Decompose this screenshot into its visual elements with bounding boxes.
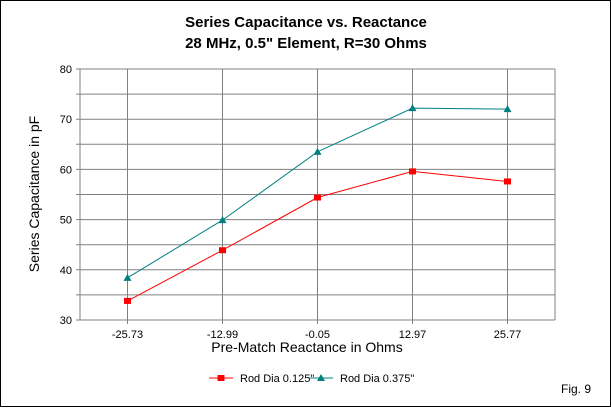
x-tick-label: -0.05 xyxy=(305,329,330,341)
triangle-marker xyxy=(503,105,512,113)
x-tick-label: 12.97 xyxy=(399,329,427,341)
legend: Rod Dia 0.125" Rod Dia 0.375" xyxy=(209,373,414,385)
square-marker xyxy=(314,194,321,201)
x-tick-label: -25.73 xyxy=(112,329,143,341)
y-tick-label: 80 xyxy=(60,64,72,76)
square-marker xyxy=(217,375,225,381)
y-tick-label: 40 xyxy=(60,265,72,277)
figure-annotation: Fig. 9 xyxy=(561,382,591,396)
square-marker xyxy=(409,168,416,175)
x-axis-ticks: -25.73 -12.99 -0.05 12.97 25.77 xyxy=(112,329,521,341)
triangle-marker xyxy=(123,273,132,281)
chart-subtitle: 28 MHz, 0.5" Element, R=30 Ohms xyxy=(185,35,427,52)
x-tick-label: -12.99 xyxy=(207,329,238,341)
square-marker xyxy=(504,178,511,185)
triangle-marker xyxy=(218,216,227,224)
y-tick-label: 50 xyxy=(60,215,72,227)
triangle-marker xyxy=(317,374,325,381)
y-tick-label: 70 xyxy=(60,114,72,126)
y-axis-ticks: 30 40 50 60 70 80 xyxy=(60,64,72,327)
chart-title: Series Capacitance vs. Reactance xyxy=(185,14,427,31)
square-marker xyxy=(219,247,226,254)
series-group xyxy=(123,104,512,304)
x-axis-label: Pre-Match Reactance in Ohms xyxy=(211,339,402,355)
legend-label: Rod Dia 0.375" xyxy=(340,373,414,385)
triangle-marker xyxy=(408,104,417,112)
x-tick-label: 25.77 xyxy=(494,329,522,341)
square-marker xyxy=(124,297,131,304)
triangle-marker xyxy=(313,147,322,155)
y-axis-label: Series Capacitance in pF xyxy=(26,116,42,272)
y-tick-label: 30 xyxy=(60,315,72,327)
y-tick-label: 60 xyxy=(60,164,72,176)
legend-label: Rod Dia 0.125" xyxy=(240,373,314,385)
